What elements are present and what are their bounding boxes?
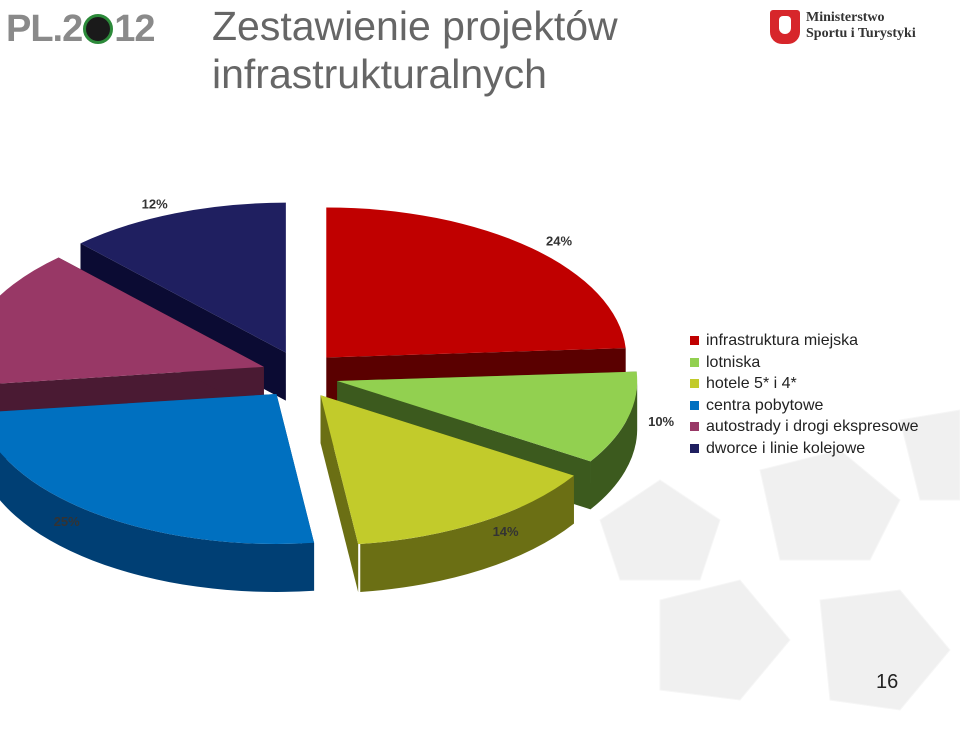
legend-item-5: dworce i linie kolejowe bbox=[690, 438, 919, 460]
pie-slice-3 bbox=[0, 393, 315, 592]
legend-label: centra pobytowe bbox=[706, 396, 824, 414]
legend-item-3: centra pobytowe bbox=[690, 395, 919, 417]
eagle-emblem-icon bbox=[770, 10, 800, 44]
pie-slice-top bbox=[80, 202, 286, 353]
pie-slice-rim bbox=[0, 452, 315, 592]
pie-slice-4 bbox=[0, 257, 264, 432]
legend-label: lotniska bbox=[706, 353, 761, 371]
ministry-name-line2: Sportu i Turystyki bbox=[806, 26, 916, 41]
legend-swatch bbox=[690, 422, 699, 431]
pie-slice-top bbox=[320, 395, 574, 545]
slide-title: Zestawienie projektów infrastrukturalnyc… bbox=[212, 3, 618, 97]
data-label-5: 12% bbox=[142, 196, 168, 211]
legend-item-0: infrastruktura miejska bbox=[690, 330, 919, 352]
legend-swatch bbox=[690, 357, 699, 367]
legend-item-1: lotniska bbox=[690, 352, 919, 374]
legend-swatch bbox=[690, 336, 699, 345]
chart-legend: infrastruktura miejska lotniska hotele 5* … bbox=[690, 330, 919, 459]
legend-swatch bbox=[690, 400, 699, 410]
pie-slice-rim bbox=[590, 382, 638, 510]
data-label-1: 10% bbox=[648, 414, 674, 429]
legend-label: autostrady i drogi ekspresowe bbox=[706, 418, 919, 435]
pie-slice-rim bbox=[360, 475, 574, 592]
legend-label: infrastruktura miejska bbox=[706, 332, 859, 349]
legend-item-4: autostrady i drogi ekspresowe bbox=[690, 416, 919, 438]
pie-slice-top bbox=[337, 371, 638, 462]
page-number: 16 bbox=[876, 671, 899, 693]
pl2012-logo: PL.2 12 bbox=[6, 8, 156, 50]
ministry-name-line1: Ministerstwo bbox=[806, 10, 885, 25]
legend-swatch bbox=[690, 379, 699, 388]
pie-slice-wall bbox=[320, 395, 359, 593]
data-label-3: 25% bbox=[54, 514, 80, 529]
legend-label: dworce i linie kolejowe bbox=[706, 439, 866, 457]
data-label-2: 14% bbox=[493, 524, 519, 539]
legend-label: hotele 5* i 4* bbox=[706, 375, 797, 392]
data-label-0: 24% bbox=[546, 234, 572, 249]
ministry-logo: Ministerstwo Sportu i Turystyki bbox=[770, 8, 950, 48]
legend-item-2: hotele 5* i 4* bbox=[690, 373, 919, 395]
pie-slice-top bbox=[0, 393, 315, 544]
pie-slice-top bbox=[326, 207, 626, 358]
legend-swatch bbox=[690, 443, 699, 453]
football-icon bbox=[83, 14, 114, 44]
pie-slice-top bbox=[0, 257, 264, 384]
pie-slice-2 bbox=[320, 395, 574, 593]
